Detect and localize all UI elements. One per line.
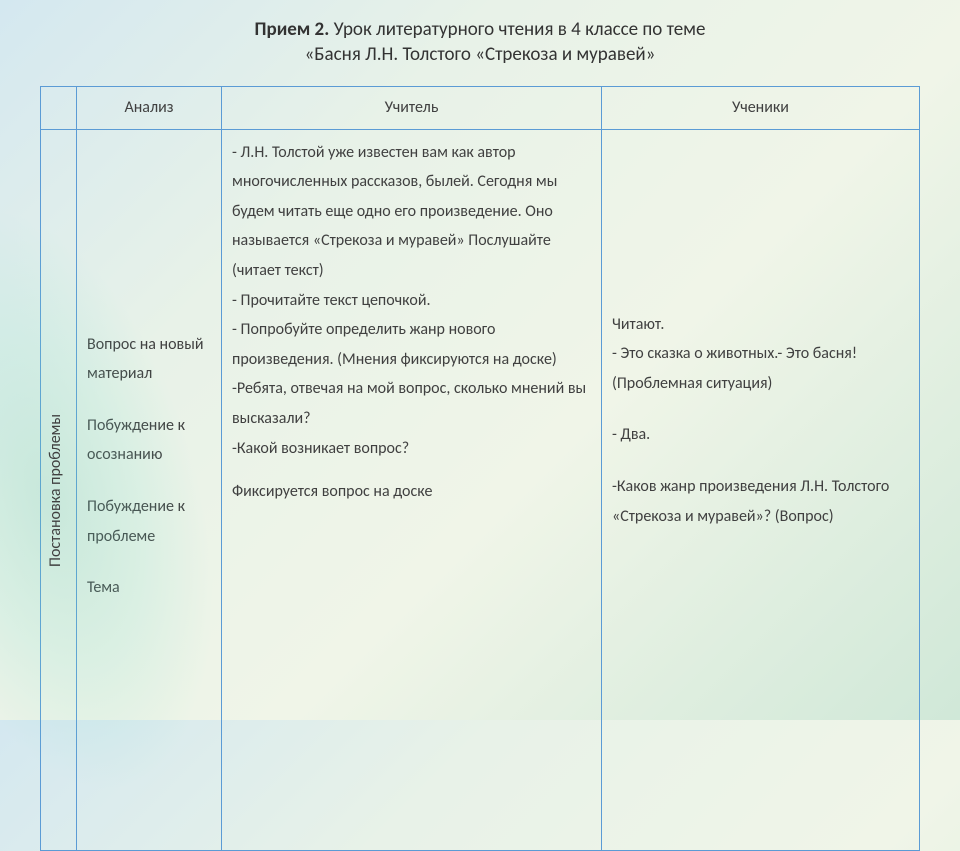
analysis-p2: Побуждение к осознанию	[87, 411, 211, 470]
students-p4: -Каков жанр произведения Л.Н. Толстого «…	[612, 472, 909, 531]
slide-title: Прием 2. Урок литературного чтения в 4 к…	[0, 0, 960, 80]
title-line1-rest: Урок литературного чтения в 4 классе по …	[329, 18, 705, 41]
analysis-p1: Вопрос на новый материал	[87, 330, 211, 389]
students-p2: - Это сказка о животных.- Это басня! (Пр…	[612, 339, 909, 398]
title-line2: «Басня Л.Н. Толстого «Стрекоза и муравей…	[40, 43, 920, 66]
analysis-p3: Побуждение к проблеме	[87, 492, 211, 551]
analysis-p4: Тема	[87, 573, 211, 603]
teacher-p1: - Л.Н. Толстой уже известен вам как авто…	[232, 138, 591, 286]
teacher-p3: - Попробуйте определить жанр нового прои…	[232, 315, 591, 374]
title-prefix: Прием 2.	[255, 18, 330, 41]
lesson-table: Анализ Учитель Ученики Постановка пробле…	[40, 86, 920, 851]
header-teacher: Учитель	[222, 87, 602, 130]
analysis-cell: Вопрос на новый материал Побуждение к ос…	[77, 129, 222, 850]
header-row: Анализ Учитель Ученики	[41, 87, 920, 130]
students-cell: Читают. - Это сказка о животных.- Это ба…	[602, 129, 920, 850]
header-stage	[41, 87, 77, 130]
teacher-p4: -Ребята, отвечая на мой вопрос, сколько …	[232, 374, 591, 433]
students-p3: - Два.	[612, 420, 909, 450]
students-p1: Читают.	[612, 310, 909, 340]
teacher-p2: - Прочитайте текст цепочкой.	[232, 286, 591, 316]
header-students: Ученики	[602, 87, 920, 130]
stage-label: Постановка проблемы	[41, 130, 71, 850]
header-analysis: Анализ	[77, 87, 222, 130]
teacher-p6: Фиксируется вопрос на доске	[232, 477, 591, 507]
teacher-cell: - Л.Н. Толстой уже известен вам как авто…	[222, 129, 602, 850]
stage-cell: Постановка проблемы	[41, 129, 77, 850]
content-row: Постановка проблемы Вопрос на новый мате…	[41, 129, 920, 850]
lesson-table-wrap: Анализ Учитель Ученики Постановка пробле…	[40, 86, 920, 851]
teacher-p5: -Какой возникает вопрос?	[232, 434, 591, 464]
